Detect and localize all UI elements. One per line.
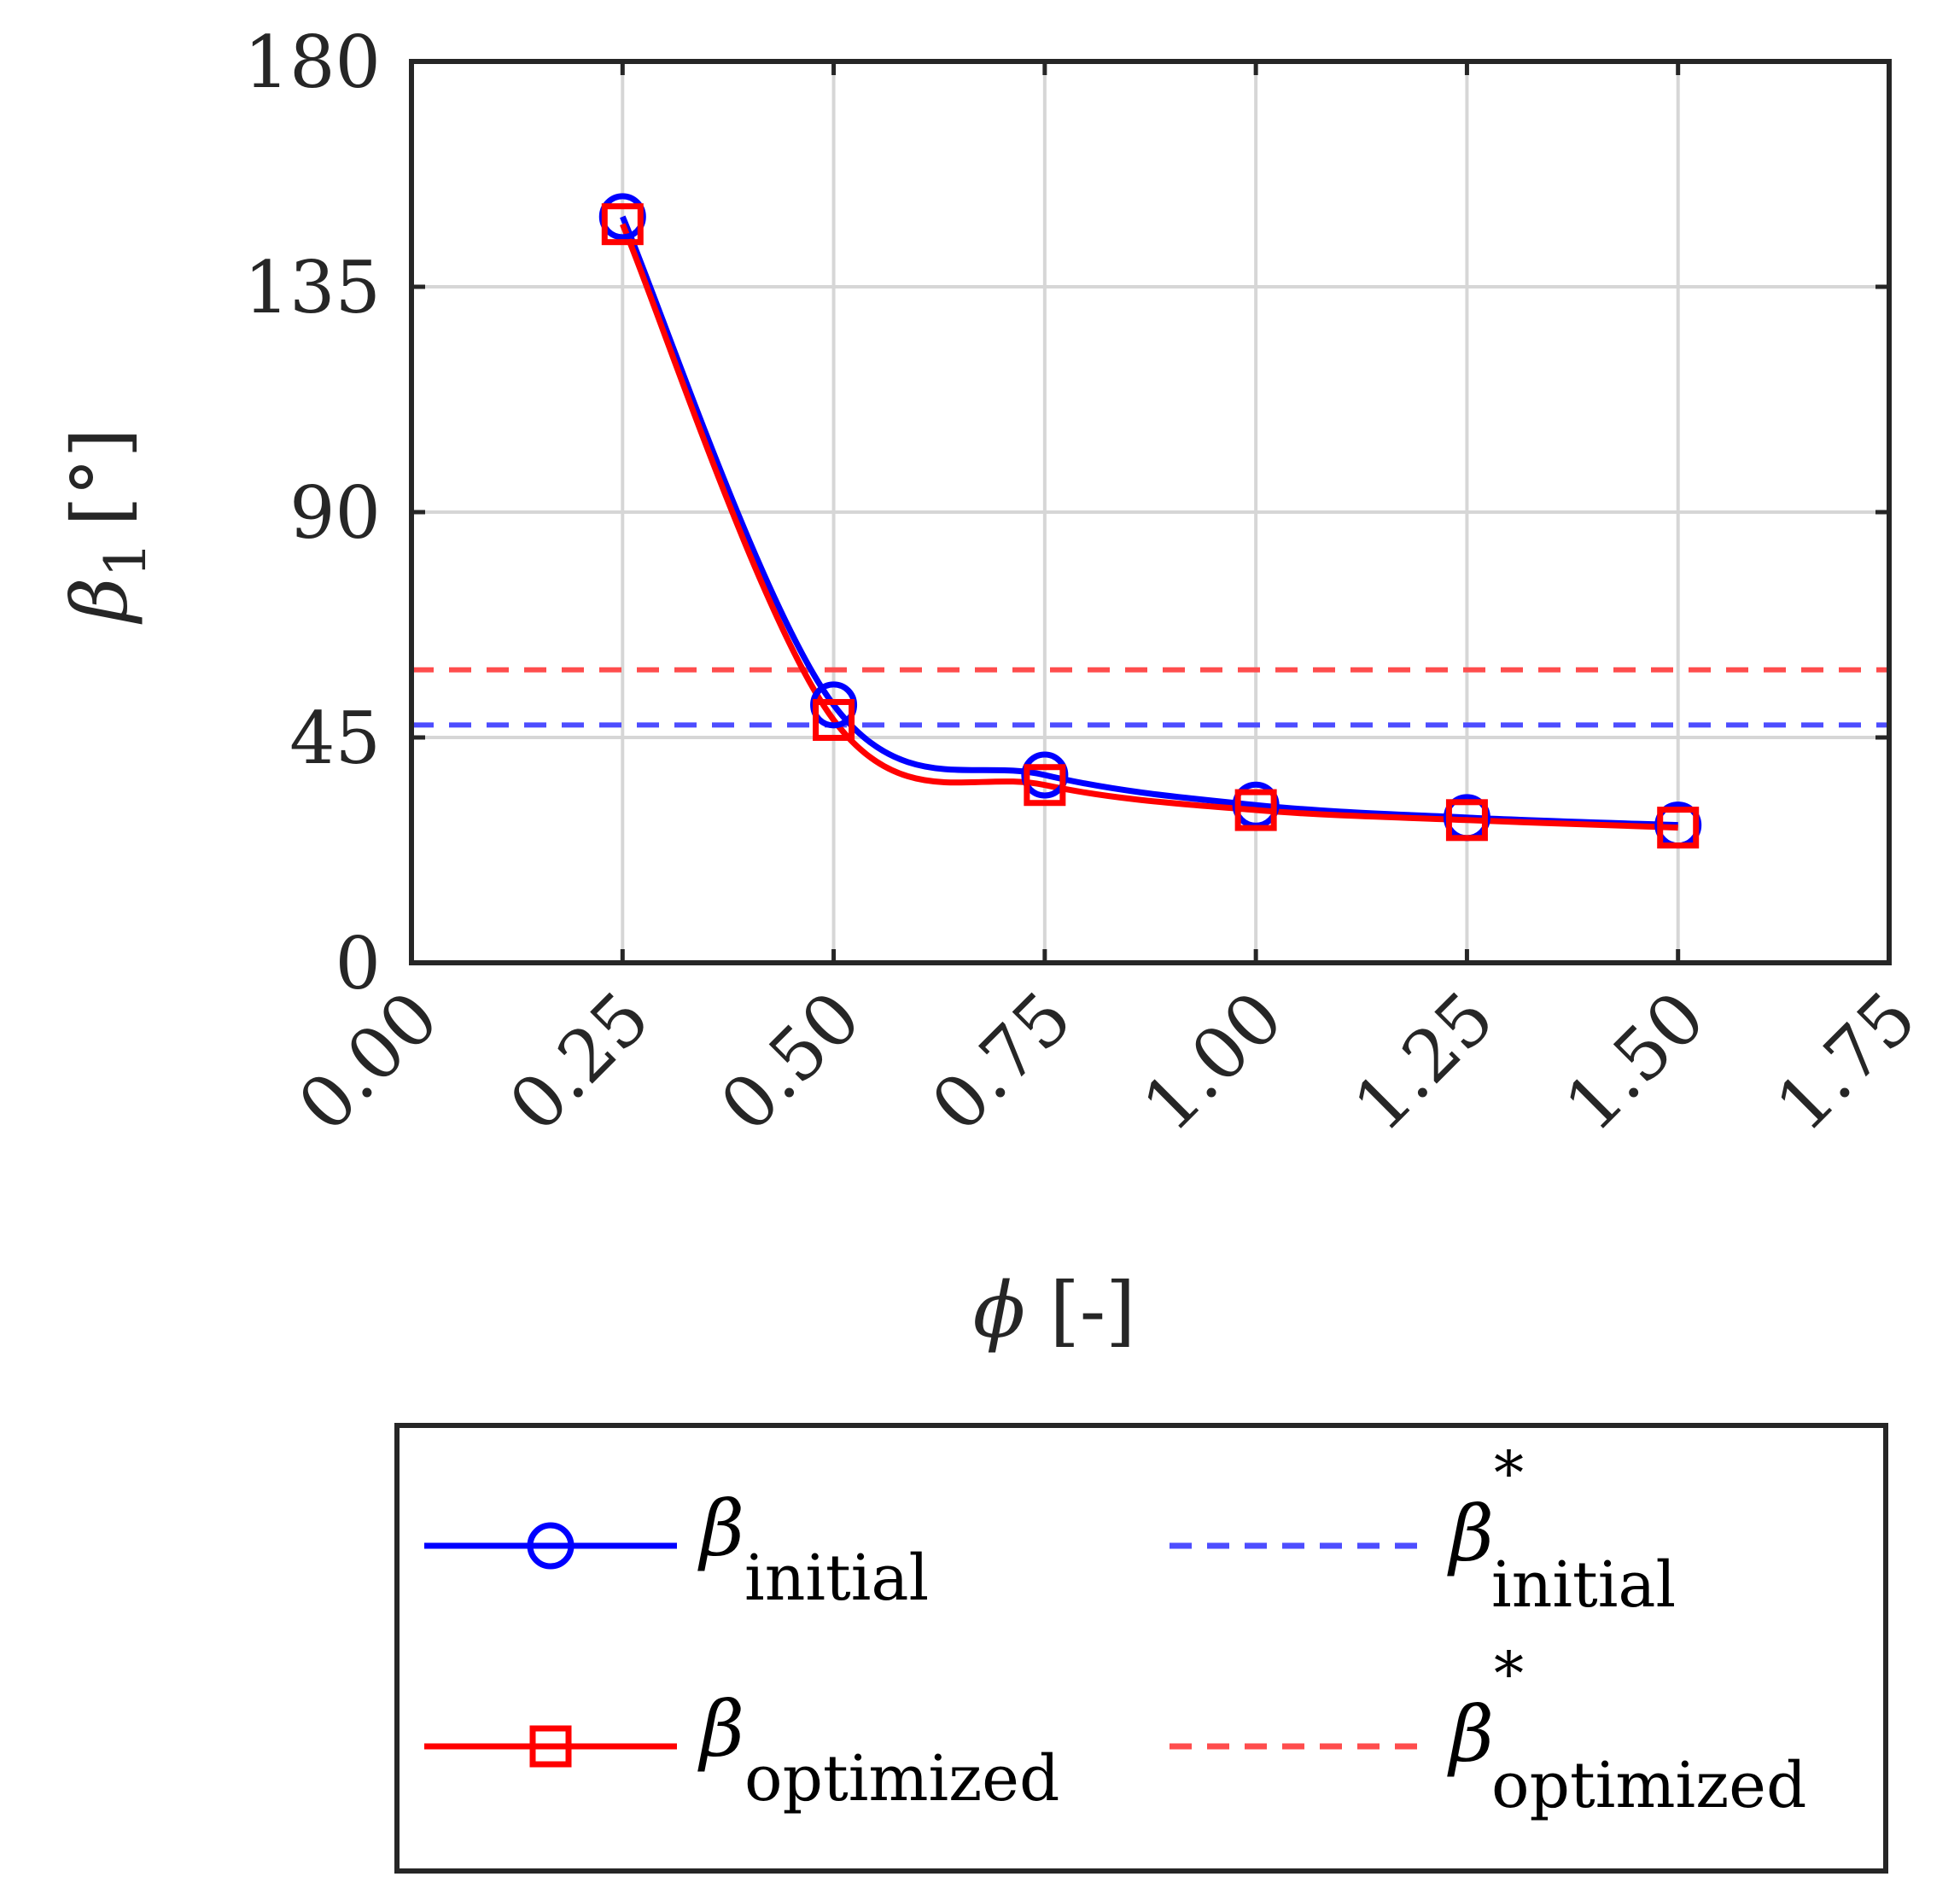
y-axis-label-symbol: β [55, 578, 145, 625]
x-tick-label-1.75: 1.75 [1760, 976, 1933, 1148]
legend-marker-beta-initial [527, 1522, 575, 1570]
x-tick-label-0.75: 0.75 [915, 976, 1088, 1148]
y-tick-label-180: 180 [244, 20, 381, 104]
y-tick-label-135: 135 [244, 246, 381, 329]
series-line-beta-optimized [620, 223, 1678, 831]
y-axis-label-unit: [°] [55, 428, 145, 526]
y-tick-label-90: 90 [289, 471, 381, 555]
x-tick-label-1.00: 1.00 [1127, 976, 1299, 1148]
legend-label-beta-optimized: βoptimized [697, 1685, 1059, 1815]
series-lines [620, 215, 1678, 831]
x-axis-label-unit: [-] [1050, 1266, 1136, 1355]
data-point-beta-optimized-1.25 [1445, 799, 1488, 842]
legend: βinitial βoptimized β* initial β* optimize… [394, 1423, 1888, 1874]
legend-samples [424, 1522, 1424, 1768]
x-tick-label-0.50: 0.50 [704, 976, 877, 1148]
legend-marker-beta-optimized [529, 1725, 572, 1768]
legend-label-beta-star-initial: β* initial [1447, 1438, 1676, 1622]
y-tick-labels: 0 45 90 135 180 [244, 20, 381, 1005]
axis-ticks [409, 59, 1892, 965]
x-axis-label-symbol: ϕ [973, 1266, 1025, 1355]
reference-lines [411, 667, 1889, 728]
legend-label-beta-initial: βinitial [697, 1484, 929, 1615]
x-tick-label-1.50: 1.50 [1549, 976, 1721, 1148]
series-line-beta-initial [620, 215, 1678, 829]
x-tick-labels: 0.00 0.25 0.50 0.75 1.00 1.25 1.50 1.75 [283, 976, 1933, 1148]
x-tick-label-1.25: 1.25 [1338, 976, 1510, 1148]
series-markers [598, 193, 1702, 849]
data-point-beta-optimized-0.75 [1024, 764, 1066, 807]
data-point-beta-optimized-1.5 [1657, 807, 1700, 849]
data-point-beta-optimized-1 [1234, 789, 1277, 831]
y-axis-label-subscript: 1 [93, 542, 159, 578]
y-axis-label: β1 [°] [55, 428, 159, 624]
legend-box [394, 1423, 1888, 1874]
x-axis-label: ϕ [-] [973, 1266, 1136, 1355]
y-tick-label-45: 45 [289, 696, 381, 780]
data-point-beta-optimized-0.5 [813, 698, 855, 741]
legend-label-beta-star-optimized: β* optimized [1447, 1639, 1806, 1822]
data-point-beta-optimized-0.25 [601, 203, 644, 246]
x-tick-label-0.00: 0.00 [283, 976, 455, 1148]
x-tick-label-0.25: 0.25 [493, 976, 666, 1148]
y-tick-label-0: 0 [335, 922, 381, 1005]
